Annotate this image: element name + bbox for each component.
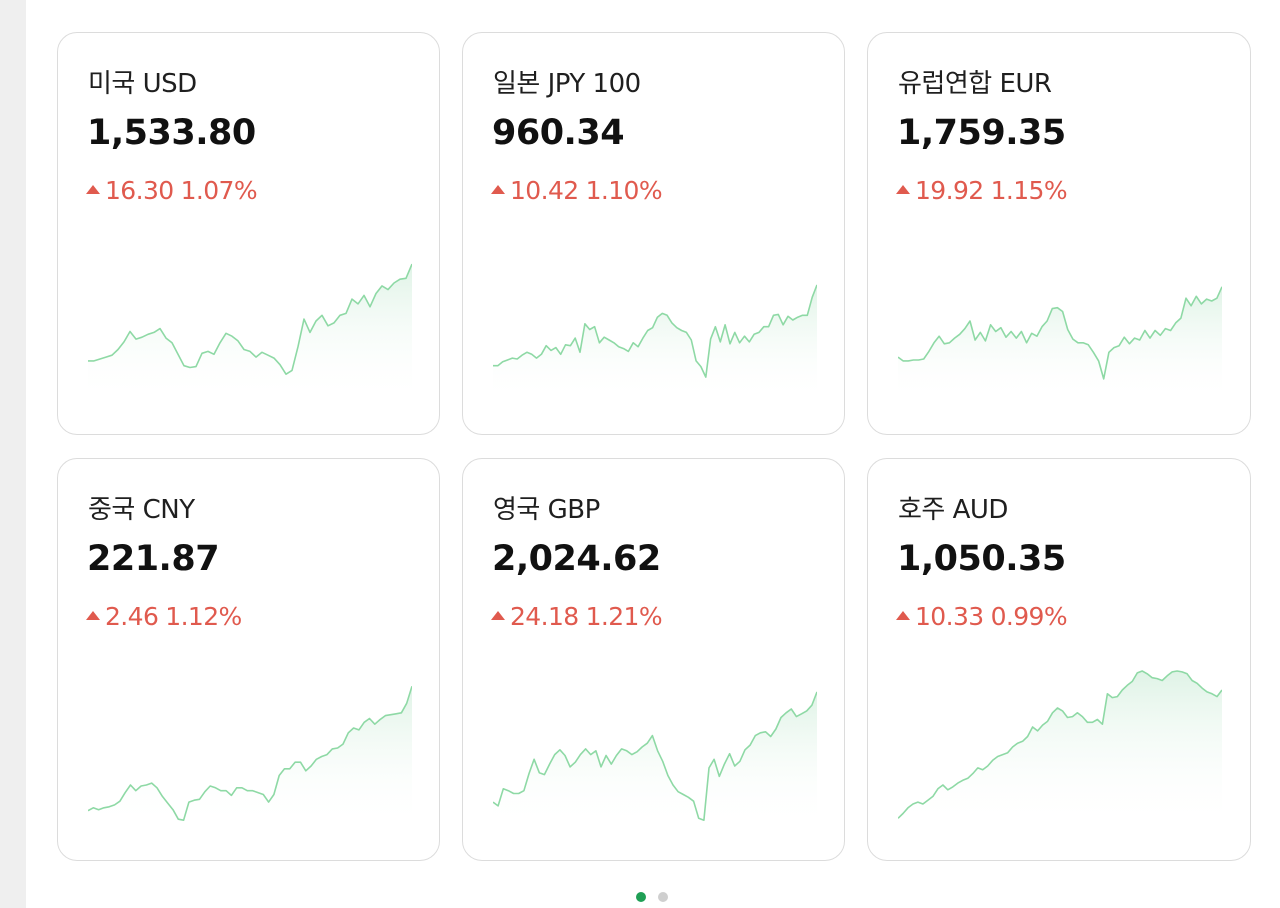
page-dot-active[interactable]: [636, 892, 646, 902]
sparkline-chart: [88, 685, 412, 827]
change-percent: 1.10%: [585, 176, 663, 205]
change-amount: 16.30: [105, 176, 174, 205]
sparkline-line: [88, 263, 412, 375]
rate-change: 10.42 1.10%: [491, 176, 663, 205]
sparkline-line: [493, 691, 817, 821]
change-percent: 1.12%: [165, 602, 242, 631]
change-amount: 10.42: [510, 176, 579, 205]
side-strip: [0, 0, 26, 908]
change-percent: 0.99%: [990, 602, 1068, 631]
sparkline-line: [88, 685, 412, 821]
sparkline-area: [88, 264, 412, 401]
currency-grid: 미국 USD 1,533.80 16.30 1.07% 일본 JPY 100 9…: [57, 32, 1251, 861]
rate-change: 16.30 1.07%: [86, 176, 258, 205]
currency-name: 유럽연합 EUR: [898, 69, 1052, 99]
change-percent: 1.15%: [990, 176, 1068, 205]
sparkline-area: [493, 284, 817, 401]
sparkline-chart: [493, 691, 817, 827]
sparkline-area: [898, 671, 1222, 827]
rate-change: 19.92 1.15%: [896, 176, 1068, 205]
triangle-up-icon: [896, 611, 910, 620]
currency-name: 일본 JPY 100: [493, 69, 641, 99]
exchange-rate: 1,050.35: [897, 539, 1066, 579]
change-amount: 24.18: [510, 602, 579, 631]
currency-name: 호주 AUD: [898, 495, 1008, 525]
currency-name: 영국 GBP: [493, 495, 600, 525]
exchange-rate: 1,759.35: [897, 113, 1066, 153]
sparkline-chart: [88, 263, 412, 401]
change-percent: 1.21%: [585, 602, 663, 631]
rate-change: 24.18 1.21%: [491, 602, 663, 631]
currency-card-usd[interactable]: 미국 USD 1,533.80 16.30 1.07%: [57, 32, 440, 435]
currency-card-cny[interactable]: 중국 CNY 221.87 2.46 1.12%: [57, 458, 440, 861]
sparkline-area: [898, 286, 1222, 401]
triangle-up-icon: [86, 185, 100, 194]
triangle-up-icon: [86, 611, 100, 620]
triangle-up-icon: [491, 185, 505, 194]
currency-card-eur[interactable]: 유럽연합 EUR 1,759.35 19.92 1.15%: [867, 32, 1251, 435]
currency-name: 미국 USD: [88, 69, 197, 99]
exchange-rate: 1,533.80: [87, 113, 256, 153]
page-indicator: [0, 892, 1280, 902]
sparkline-chart: [898, 670, 1222, 827]
sparkline-line: [898, 286, 1222, 380]
change-percent: 1.07%: [180, 176, 258, 205]
sparkline-chart: [898, 286, 1222, 401]
currency-card-gbp[interactable]: 영국 GBP 2,024.62 24.18 1.21%: [462, 458, 845, 861]
triangle-up-icon: [896, 185, 910, 194]
change-amount: 19.92: [915, 176, 984, 205]
sparkline-area: [493, 691, 817, 827]
sparkline-line: [493, 284, 817, 378]
change-amount: 2.46: [105, 602, 159, 631]
exchange-rate: 221.87: [87, 539, 220, 579]
currency-card-jpy[interactable]: 일본 JPY 100 960.34 10.42 1.10%: [462, 32, 845, 435]
rate-change: 2.46 1.12%: [86, 602, 242, 631]
exchange-rate: 960.34: [492, 113, 625, 153]
sparkline-area: [88, 686, 412, 827]
currency-card-aud[interactable]: 호주 AUD 1,050.35 10.33 0.99%: [867, 458, 1251, 861]
change-amount: 10.33: [915, 602, 984, 631]
page-dot[interactable]: [658, 892, 668, 902]
exchange-rate: 2,024.62: [492, 539, 661, 579]
sparkline-line: [898, 670, 1222, 819]
triangle-up-icon: [491, 611, 505, 620]
sparkline-chart: [493, 284, 817, 401]
rate-change: 10.33 0.99%: [896, 602, 1068, 631]
currency-name: 중국 CNY: [88, 495, 195, 525]
